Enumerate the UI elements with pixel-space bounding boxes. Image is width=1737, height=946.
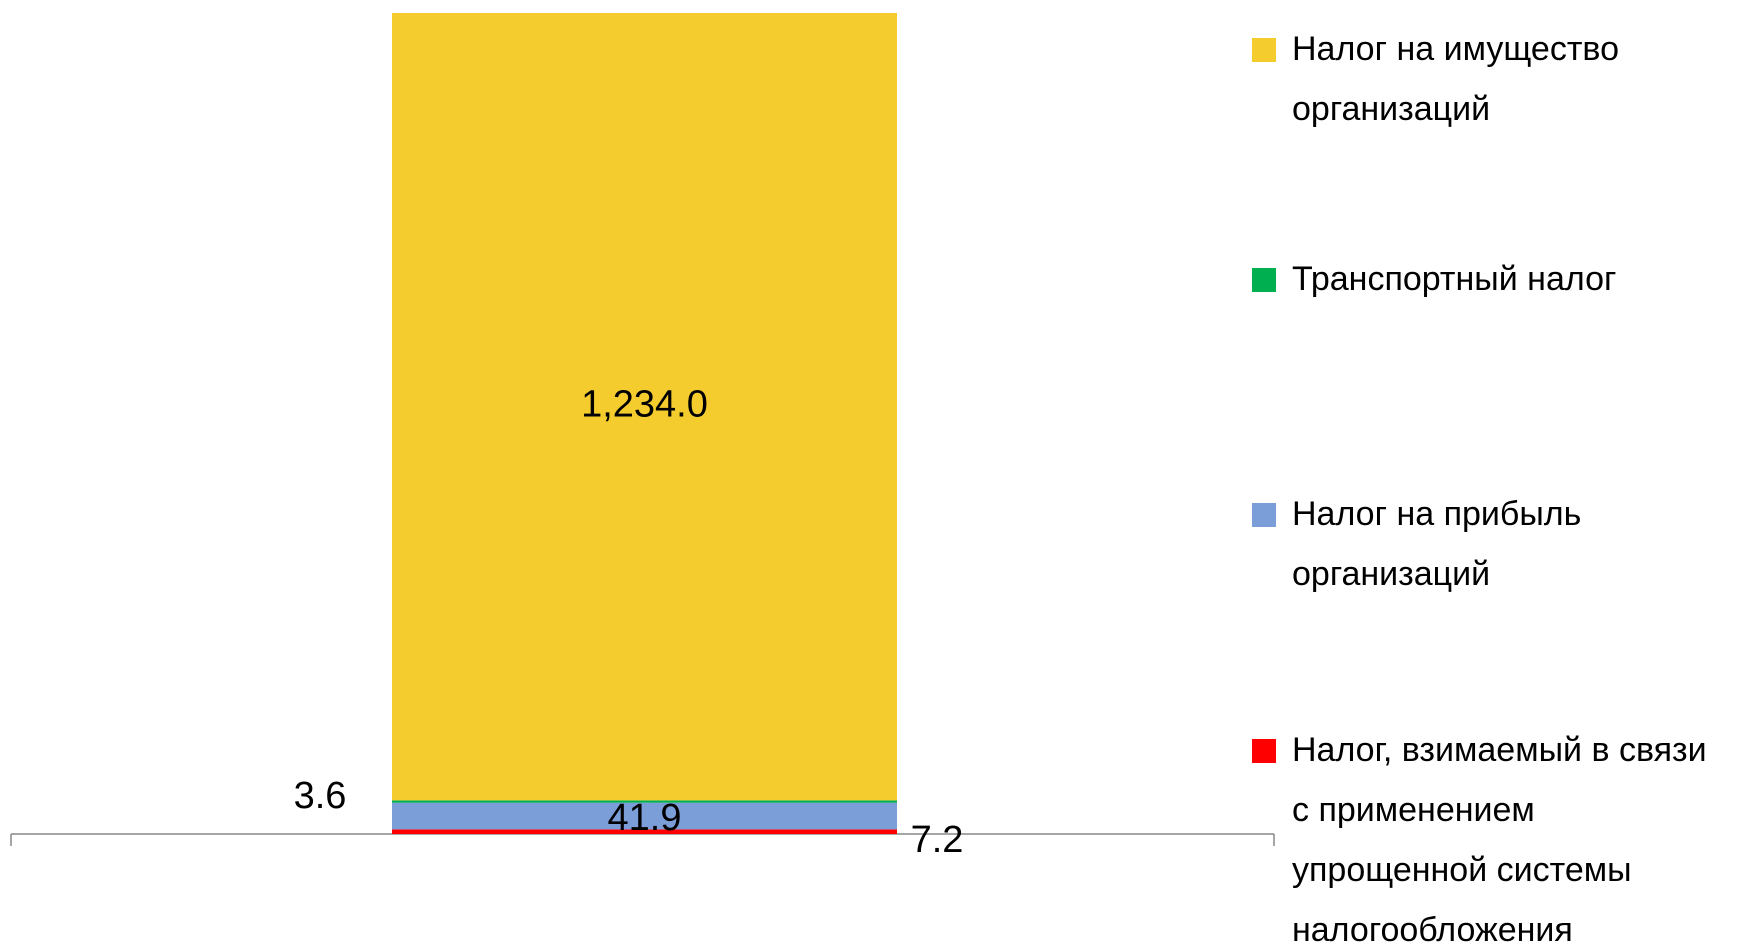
legend-marker: [1252, 739, 1276, 763]
bar-segment: [392, 12, 897, 801]
legend-item: Налог на имущество организаций: [1252, 19, 1732, 139]
legend-marker: [1252, 268, 1276, 292]
legend-item: Налог на прибыль организаций: [1252, 484, 1732, 604]
legend-label: Налог на имущество организаций: [1292, 30, 1619, 128]
legend-item: Налог, взимаемый в связи с применением у…: [1252, 720, 1732, 946]
data-label: 3.6: [294, 775, 347, 817]
legend-label: Транспортный налог: [1292, 260, 1617, 298]
bar-segment: [392, 802, 897, 830]
legend-marker: [1252, 38, 1276, 62]
data-label: 41.9: [608, 797, 682, 839]
bar-segment: [392, 829, 897, 834]
data-label: 1,234.0: [581, 384, 708, 426]
legend-label: Налог на прибыль организаций: [1292, 495, 1582, 593]
legend-marker: [1252, 503, 1276, 527]
bar-segment: [392, 800, 897, 803]
data-label: 7.2: [911, 819, 964, 861]
legend-label: Налог, взимаемый в связи с применением у…: [1292, 731, 1707, 946]
legend-item: Транспортный налог: [1252, 249, 1732, 309]
